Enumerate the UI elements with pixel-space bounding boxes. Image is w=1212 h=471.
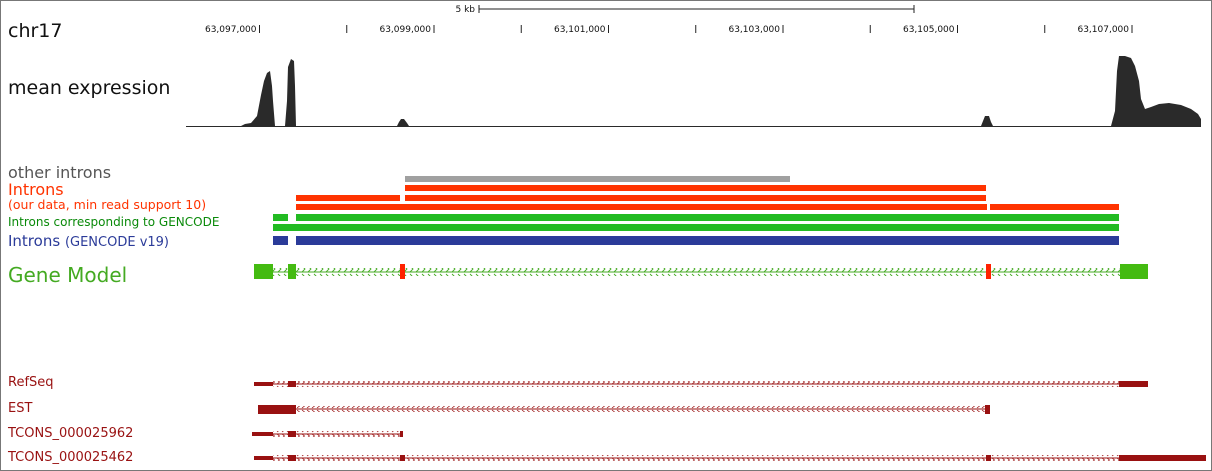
gene-model-exon-highlight [400,264,405,279]
intron-ours-bar [990,204,1119,210]
genomic-axis: 63,097,000 63,099,000 63,101,000 63,103,000… [205,25,1132,35]
track-refseq [254,381,1148,387]
gene-model-exon [288,264,296,279]
intron-gencode-bar [273,224,1119,231]
axis-tick-label: 63,105,000 [903,25,955,35]
axis-tick-label: 63,107,000 [1077,25,1129,35]
intron-ours-bar [405,185,986,191]
track-est [258,405,990,414]
tcons-25962-exon [400,431,403,437]
intron-gencode-bar [296,214,1119,221]
gene-model-exon [1120,264,1148,279]
est-exon [985,405,990,414]
tcons-25462-exon [1119,455,1206,461]
intron-v19-bar [296,236,1119,245]
scale-bar-label: 5 kb [455,5,475,15]
refseq-exon [288,381,296,387]
tcons-25962-exon [252,432,273,436]
intron-ours-bar [405,195,986,201]
intron-gencode-bar [273,214,288,221]
gene-model-track [254,264,1148,279]
refseq-exon [254,382,273,386]
other-intron-bar [405,176,790,182]
intron-ours-bar [296,195,400,201]
introns-gencode-track [273,214,1119,231]
tcons-25462-exon [254,456,273,460]
introns-v19-track [273,236,1119,245]
intron-ours-bar [296,204,987,210]
tcons-25462-exon [400,455,405,461]
axis-tick-label: 63,101,000 [554,25,606,35]
intron-v19-bar [273,236,288,245]
tcons-25462-exon [986,455,991,461]
track-tcons-25962 [252,431,403,437]
refseq-exon [1119,381,1148,387]
introns-ours-track [296,185,1119,210]
expression-profile [186,56,1201,127]
tcons-25462-exon [288,455,296,461]
mean-expression-track [186,56,1201,127]
axis-tick-label: 63,097,000 [205,25,257,35]
gene-model-exon-highlight [986,264,991,279]
axis-tick-label: 63,103,000 [728,25,780,35]
track-tcons-25462 [254,455,1206,461]
scale-bar: 5 kb [455,5,914,15]
gene-model-exon [254,264,273,279]
est-exon [258,405,296,414]
tcons-25962-exon [288,431,296,437]
axis-tick-label: 63,099,000 [379,25,431,35]
